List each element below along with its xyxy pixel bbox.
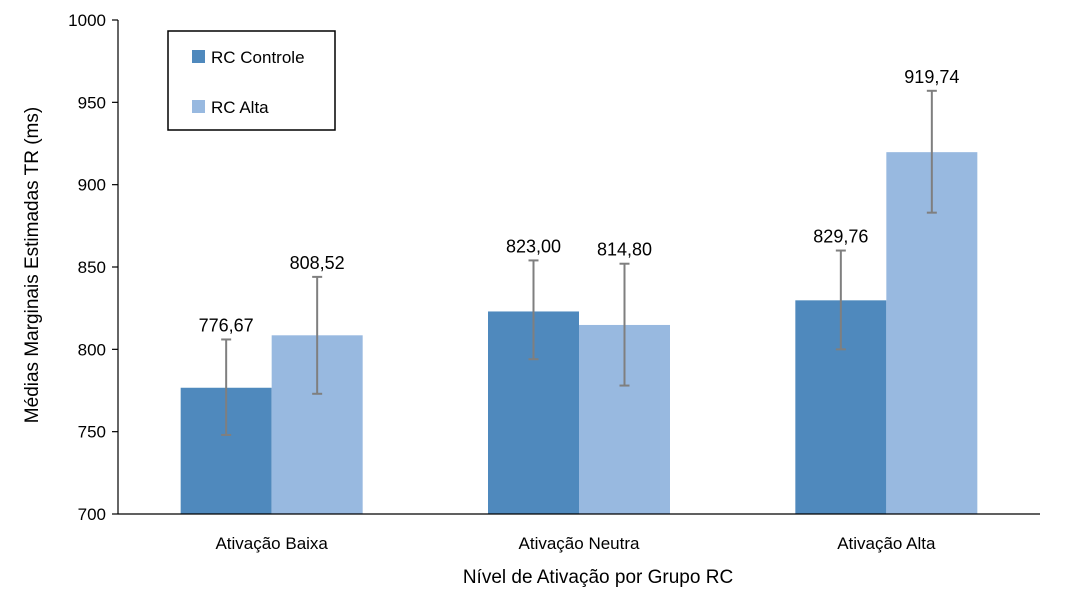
y-tick-label: 950 [78,93,106,112]
legend-label-rc-controle: RC Controle [211,48,305,67]
bars-layer [180,152,978,514]
x-axis-title: Nível de Ativação por Grupo RC [463,567,733,588]
legend-swatch-rc-alta [192,100,205,113]
y-tick-label: 850 [78,258,106,277]
data-label: 814,80 [597,240,652,260]
legend: RC Controle RC Alta [167,30,336,131]
y-tick-label: 700 [78,505,106,524]
data-labels-layer: 776,67 808,52 823,00 814,80 829,76 919,74 [199,67,960,336]
legend-label-rc-alta: RC Alta [211,98,269,117]
y-tick-label: 750 [78,423,106,442]
legend-swatch-rc-controle [192,50,205,63]
x-tick-label: Ativação Baixa [215,534,328,553]
data-label: 829,76 [813,227,868,247]
data-label: 808,52 [290,253,345,273]
axes-layer: Ativação Baixa Ativação Neutra Ativação Al… [68,11,1040,553]
y-axis-title: Médias Marginais Estimadas TR (ms) [22,107,43,423]
legend-box [167,30,336,131]
error-bars-layer [221,89,937,436]
data-label: 919,74 [904,67,959,87]
data-label: 776,67 [199,315,254,335]
x-tick-label: Ativação Alta [837,534,936,553]
y-tick-label: 1000 [68,11,106,30]
y-tick-label: 900 [78,176,106,195]
x-tick-label: Ativação Neutra [519,534,640,553]
data-label: 823,00 [506,236,561,256]
y-tick-label: 800 [78,340,106,359]
